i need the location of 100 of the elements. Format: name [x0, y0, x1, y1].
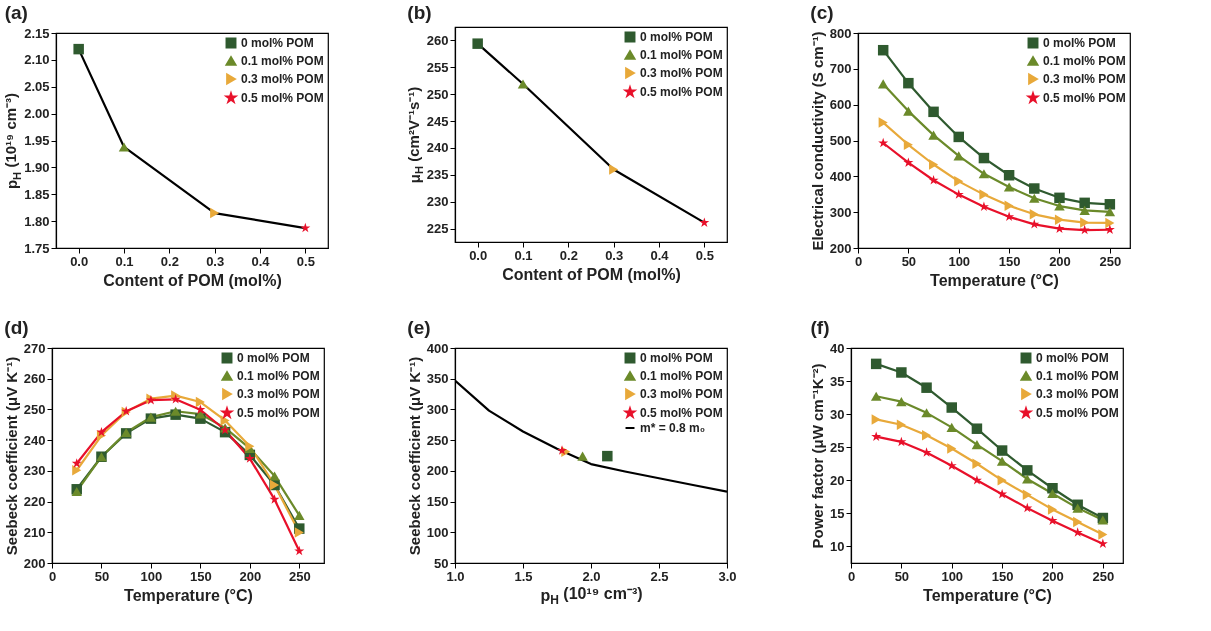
y-tick-label: 230: [426, 194, 449, 210]
y-tick-label: 240: [426, 140, 449, 156]
x-axis-title: Temperature (°C): [923, 586, 1052, 604]
x-tick-label: 2.0: [582, 568, 601, 584]
legend-label: 0 mol% POM: [241, 36, 314, 50]
y-tick-label: 250: [426, 86, 449, 102]
chart-title: (a): [4, 2, 28, 23]
y-tick-label: 220: [23, 494, 46, 510]
legend-label: m* = 0.8 m₀: [640, 421, 706, 435]
x-axis-title: Content of POM (mol%): [103, 271, 282, 289]
x-tick-label: 250: [1099, 253, 1122, 269]
y-tick-label: 255: [426, 59, 449, 75]
legend-label: 0.5 mol% POM: [241, 91, 324, 105]
y-tick-label: 35: [830, 373, 845, 389]
y-tick-label: 350: [426, 371, 449, 387]
y-tick-label: 225: [426, 221, 449, 237]
x-axis-title: Content of POM (mol%): [502, 265, 681, 283]
x-tick-label: 0: [854, 253, 863, 269]
legend-label: 0 mol% POM: [1036, 351, 1109, 365]
y-tick-label: 150: [426, 494, 449, 510]
x-tick-label: 0.2: [160, 253, 179, 269]
legend-label: 0.5 mol% POM: [237, 406, 320, 420]
y-tick-label: 230: [23, 463, 46, 479]
chart-title: (b): [407, 2, 432, 23]
y-tick-label: 30: [830, 406, 845, 422]
y-tick-label: 245: [426, 113, 449, 129]
y-tick-label: 240: [23, 432, 46, 448]
chart-title: (c): [810, 2, 834, 23]
legend-label: 0.5 mol% POM: [640, 406, 723, 420]
y-tick-label: 1.85: [24, 186, 50, 202]
y-tick-label: 10: [830, 538, 845, 554]
y-axis-title: Seebeck coefficient (μV K⁻¹): [2, 356, 20, 556]
x-tick-label: 0.4: [650, 247, 670, 263]
legend-label: 0.1 mol% POM: [1036, 369, 1119, 383]
legend-label: 0.1 mol% POM: [1043, 54, 1126, 68]
x-tick-label: 200: [239, 568, 262, 584]
x-tick-label: 1.0: [446, 568, 465, 584]
x-tick-label: 0.3: [206, 253, 225, 269]
y-tick-label: 15: [830, 505, 845, 521]
y-tick-label: 400: [829, 168, 852, 184]
y-tick-label: 2.05: [24, 79, 50, 95]
x-axis-title: Temperature (°C): [930, 271, 1059, 289]
chart-title: (e): [407, 317, 431, 338]
y-tick-label: 300: [829, 204, 852, 220]
y-tick-label: 210: [23, 524, 46, 540]
x-tick-label: 0.0: [70, 253, 89, 269]
y-tick-label: 1.90: [24, 159, 50, 175]
x-tick-label: 200: [1042, 568, 1064, 584]
legend-label: 0 mol% POM: [237, 351, 310, 365]
x-tick-label: 50: [894, 568, 910, 584]
y-tick-label: 260: [23, 371, 46, 387]
legend-label: 0.5 mol% POM: [1036, 406, 1119, 420]
x-tick-label: 100: [941, 568, 964, 584]
x-tick-label: 1.5: [514, 568, 533, 584]
y-axis-title: Seebeck coefficient (μV K⁻¹): [405, 356, 423, 556]
x-tick-label: 0.2: [559, 247, 578, 263]
x-tick-label: 0.3: [605, 247, 624, 263]
legend-label: 0.3 mol% POM: [640, 66, 723, 80]
x-tick-label: 200: [1049, 253, 1071, 269]
x-axis-title: Temperature (°C): [124, 586, 253, 604]
legend-label: 0.3 mol% POM: [1043, 72, 1126, 86]
x-tick-label: 0.4: [251, 253, 271, 269]
chart-title: (f): [810, 317, 830, 338]
x-tick-label: 0.5: [296, 253, 315, 269]
y-tick-label: 200: [426, 463, 449, 479]
y-tick-label: 600: [829, 97, 852, 113]
x-tick-label: 150: [991, 568, 1014, 584]
y-tick-label: 1.95: [24, 133, 50, 148]
y-tick-label: 50: [434, 555, 449, 571]
x-tick-label: 0.1: [514, 247, 533, 263]
y-tick-label: 100: [426, 524, 449, 540]
x-tick-label: 50: [901, 253, 917, 269]
x-tick-label: 2.5: [650, 568, 669, 584]
x-tick-label: 0.1: [115, 253, 134, 269]
y-tick-label: 270: [23, 340, 46, 356]
y-tick-label: 1.80: [24, 213, 50, 229]
x-tick-label: 0.0: [469, 247, 488, 263]
x-tick-label: 3.0: [718, 568, 737, 584]
y-axis-title: Electrical conductivity (S cm⁻¹): [808, 31, 826, 251]
legend-label: 0.1 mol% POM: [241, 54, 324, 68]
y-tick-label: 2.15: [24, 25, 50, 41]
legend-label: 0.3 mol% POM: [237, 387, 320, 401]
legend-label: 0 mol% POM: [640, 351, 713, 365]
legend-label: 0.1 mol% POM: [640, 48, 723, 62]
x-tick-label: 150: [190, 568, 212, 584]
x-tick-label: 250: [288, 568, 311, 584]
legend-label: 0.1 mol% POM: [237, 369, 320, 383]
legend-label: 0.3 mol% POM: [640, 387, 723, 401]
y-tick-label: 500: [829, 133, 852, 148]
x-tick-label: 50: [94, 568, 110, 584]
y-tick-label: 25: [830, 439, 845, 455]
y-tick-label: 250: [23, 401, 46, 417]
x-tick-label: 100: [140, 568, 163, 584]
y-tick-label: 800: [829, 25, 852, 41]
y-tick-label: 300: [426, 401, 449, 417]
legend-label: 0 mol% POM: [1043, 36, 1116, 50]
y-tick-label: 400: [426, 340, 449, 356]
x-tick-label: 150: [998, 253, 1021, 269]
y-tick-label: 40: [830, 340, 845, 356]
legend-label: 0.1 mol% POM: [640, 369, 723, 383]
